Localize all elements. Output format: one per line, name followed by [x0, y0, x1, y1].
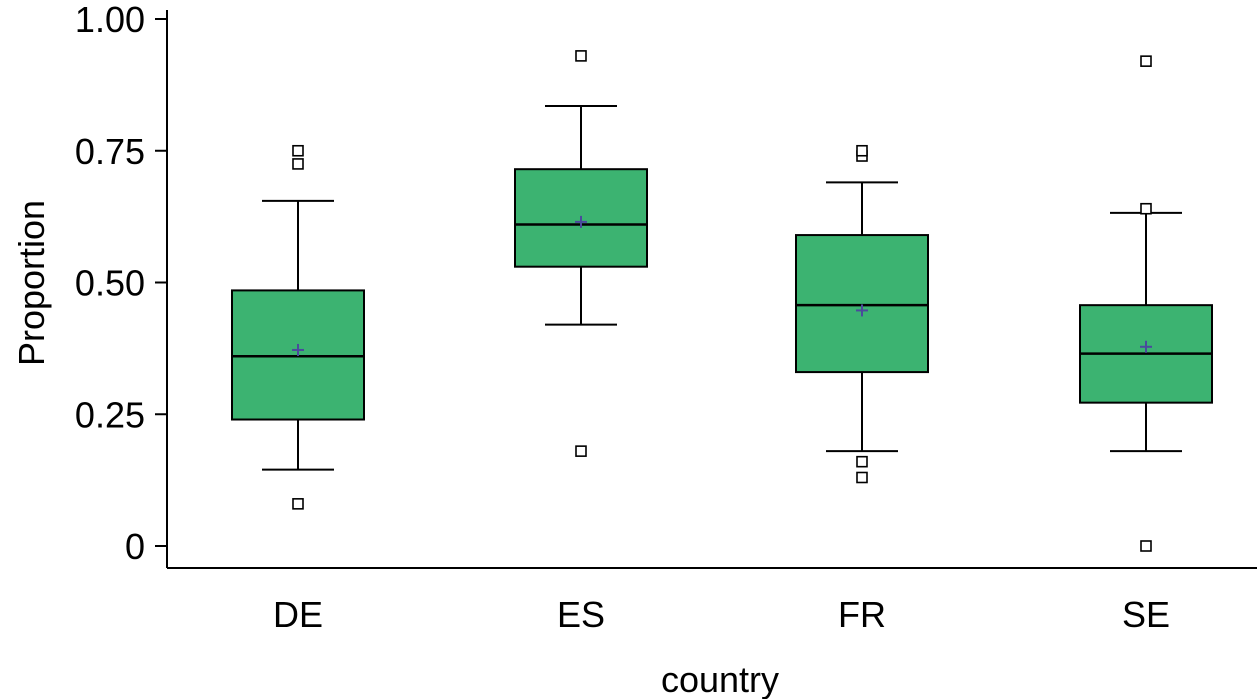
- box-group-es: [514, 50, 648, 457]
- box-series: [231, 50, 1213, 552]
- x-tick-label: SE: [1122, 594, 1170, 635]
- outlier-point: [292, 498, 304, 510]
- y-tick-label: 1.00: [75, 0, 145, 40]
- outlier-point: [1140, 202, 1152, 215]
- outlier-point: [292, 158, 304, 170]
- outlier-point: [856, 471, 868, 484]
- outlier-point: [575, 50, 587, 62]
- iqr-box: [795, 234, 929, 374]
- x-axis-title: country: [661, 659, 779, 699]
- outlier-point: [292, 144, 304, 157]
- y-tick-label: 0.25: [75, 394, 145, 435]
- box-group-fr: [795, 144, 929, 484]
- y-tick-label: 0.75: [75, 131, 145, 172]
- outlier-point: [1140, 540, 1152, 552]
- outlier-point: [856, 144, 868, 157]
- x-tick-label: DE: [273, 594, 323, 635]
- y-tick-label: 0: [125, 526, 145, 567]
- x-tick-label: ES: [557, 594, 605, 635]
- box-group-se: [1079, 55, 1213, 552]
- outlier-point: [575, 445, 587, 457]
- y-tick-label: 0.50: [75, 263, 145, 304]
- box-group-de: [231, 144, 365, 510]
- y-axis-title: Proportion: [11, 200, 52, 366]
- outlier-point: [1140, 55, 1152, 67]
- outlier-point: [856, 455, 868, 468]
- x-tick-label: FR: [838, 594, 886, 635]
- axes: 0 0.25 0.50 0.75 1.00 DE ES FR SE: [75, 0, 1257, 635]
